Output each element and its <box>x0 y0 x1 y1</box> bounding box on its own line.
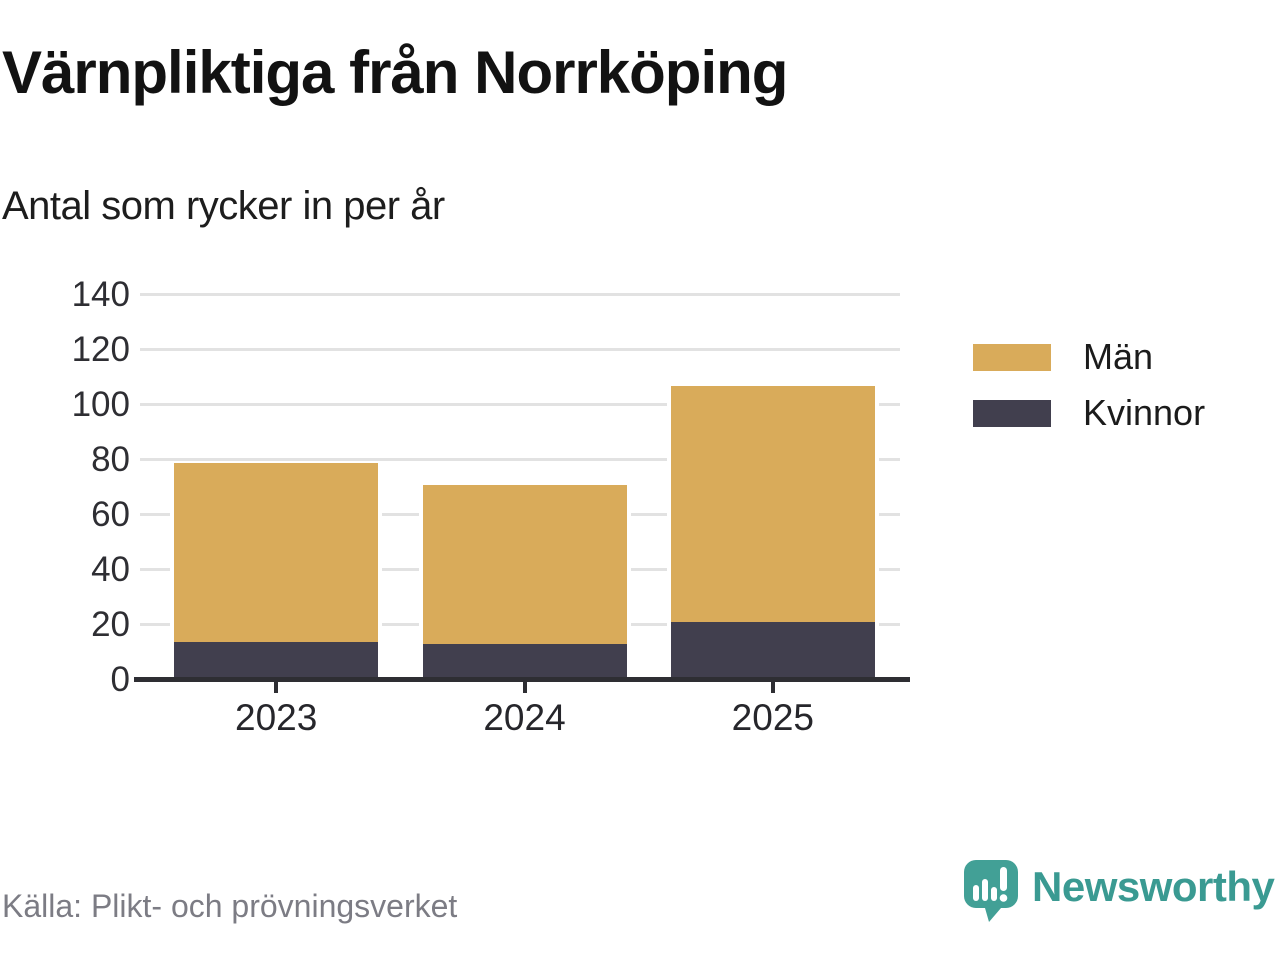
bar-segment-kvinnor <box>422 644 627 680</box>
bar-segment-man <box>174 462 379 642</box>
x-tick <box>274 682 279 693</box>
gridline <box>140 348 900 351</box>
y-tick-label: 120 <box>71 330 130 369</box>
x-tick <box>522 682 527 693</box>
legend-swatch-kvinnor <box>973 399 1051 427</box>
x-tick-label: 2024 <box>483 697 566 738</box>
x-tick-label: 2023 <box>235 697 318 738</box>
logo-exclamation-dot <box>999 894 1008 902</box>
bar-2024 <box>418 484 631 680</box>
bar-2023 <box>170 462 383 680</box>
legend-swatch-man <box>973 343 1051 371</box>
legend-label-man: Män <box>1083 336 1154 377</box>
bar-segment-kvinnor <box>174 641 379 680</box>
bar-segment-man <box>422 484 627 645</box>
x-axis-line <box>134 677 910 682</box>
y-tick-label: 140 <box>71 275 130 314</box>
page-title: Värnpliktiga från Norrköping <box>2 39 788 106</box>
legend-label-kvinnor: Kvinnor <box>1083 392 1206 433</box>
bar-2025 <box>666 385 879 680</box>
brand: Newsworthy <box>962 858 1275 922</box>
y-tick-label: 100 <box>71 385 130 424</box>
y-tick-label: 80 <box>91 440 130 479</box>
logo-bar-3 <box>991 887 997 901</box>
y-tick-label: 40 <box>91 550 130 589</box>
x-axis: 2023 2024 2025 <box>140 682 900 752</box>
gridline <box>140 403 900 406</box>
gridline <box>140 293 900 296</box>
y-tick-label: 60 <box>91 495 130 534</box>
newsworthy-logo-icon <box>964 860 1018 922</box>
logo-bar-2 <box>982 879 988 901</box>
legend-item-man: Män <box>973 337 1205 377</box>
x-tick <box>770 682 775 693</box>
source-note: Källa: Plikt- och prövningsverket <box>2 888 458 924</box>
logo-bar-1 <box>973 885 979 901</box>
logo-exclamation-stem <box>1000 867 1007 891</box>
x-tick-label: 2025 <box>731 697 814 738</box>
bar-segment-man <box>670 385 875 623</box>
y-axis: 0 20 40 60 80 100 120 140 <box>20 275 130 699</box>
plot-area <box>140 293 900 680</box>
y-tick-label: 20 <box>91 605 130 644</box>
page-subtitle: Antal som rycker in per år <box>2 184 445 228</box>
y-tick-label: 0 <box>110 660 130 699</box>
newsworthy-wordmark: Newsworthy <box>1032 863 1275 910</box>
legend-item-kvinnor: Kvinnor <box>973 393 1205 433</box>
legend: Män Kvinnor <box>973 337 1205 449</box>
gridline <box>140 458 900 461</box>
bar-segment-kvinnor <box>670 622 875 680</box>
